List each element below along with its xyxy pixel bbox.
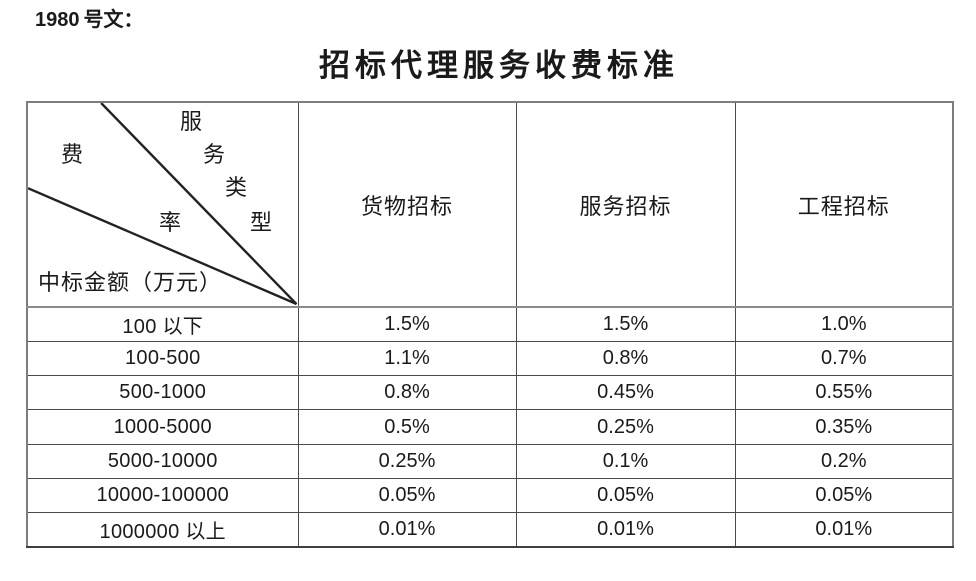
rate-cell-goods: 1.1% xyxy=(297,340,517,377)
rate-cell-engineering: 0.7% xyxy=(734,340,954,377)
corner-label-service-type-char: 类 xyxy=(225,175,248,200)
corner-label-rate-char: 率 xyxy=(159,210,182,235)
corner-label-service-type-char: 型 xyxy=(250,210,273,235)
rate-cell-goods: 0.5% xyxy=(297,409,517,445)
diagonal-lines xyxy=(28,103,297,305)
corner-label-rate-char: 费 xyxy=(61,142,84,167)
rate-cell-services: 0.8% xyxy=(515,340,736,377)
rate-cell-engineering: 0.01% xyxy=(734,512,954,548)
amount-range-cell: 1000000 以上 xyxy=(26,512,299,548)
rate-cell-services: 0.25% xyxy=(515,409,736,445)
rate-cell-goods: 0.25% xyxy=(297,443,517,479)
table-row: 5000-10000 0.25% 0.1% 0.2% xyxy=(26,443,954,479)
page-title: 招标代理服务收费标准 xyxy=(319,48,679,83)
doc-reference-number: 1980 xyxy=(35,9,80,31)
rate-cell-goods: 1.5% xyxy=(297,306,517,342)
diagonal-header-cell: 服 务 类 型 费 率 中标金额（万元） xyxy=(26,101,299,308)
rate-cell-engineering: 0.2% xyxy=(734,443,954,479)
table-row: 500-1000 0.8% 0.45% 0.55% xyxy=(26,375,954,411)
rate-cell-services: 0.45% xyxy=(515,375,736,411)
rate-cell-services: 1.5% xyxy=(515,306,736,342)
rate-cell-engineering: 0.05% xyxy=(734,477,954,514)
rate-cell-goods: 0.05% xyxy=(297,477,517,514)
doc-reference: 1980 号文： xyxy=(35,3,144,32)
rate-cell-services: 0.1% xyxy=(515,443,736,479)
rate-cell-engineering: 0.55% xyxy=(734,375,954,411)
amount-range-cell: 500-1000 xyxy=(26,375,299,411)
rate-cell-services: 0.05% xyxy=(515,477,736,514)
amount-range-cell: 10000-100000 xyxy=(26,477,299,514)
rate-cell-engineering: 0.35% xyxy=(734,409,954,445)
corner-label-service-type-char: 务 xyxy=(203,142,226,167)
table-row: 100 以下 1.5% 1.5% 1.0% xyxy=(26,306,954,342)
table-row: 10000-100000 0.05% 0.05% 0.05% xyxy=(26,477,954,514)
table-row: 100-500 1.1% 0.8% 0.7% xyxy=(26,340,954,377)
amount-range-cell: 100-500 xyxy=(26,340,299,377)
column-header-services: 服务招标 xyxy=(515,101,736,308)
amount-range-cell: 5000-10000 xyxy=(26,443,299,479)
corner-label-amount-axis: 中标金额（万元） xyxy=(38,270,223,295)
rate-cell-goods: 0.8% xyxy=(297,375,517,411)
rate-cell-services: 0.01% xyxy=(515,512,736,548)
doc-reference-suffix: 号文： xyxy=(83,9,144,31)
column-header-engineering: 工程招标 xyxy=(734,101,954,308)
table-row: 1000000 以上 0.01% 0.01% 0.01% xyxy=(26,512,954,548)
fee-table: 服 务 类 型 费 率 中标金额（万元） 货物招标 服务招标 工程招标 100 … xyxy=(26,101,954,549)
amount-range-cell: 100 以下 xyxy=(26,306,299,342)
rate-cell-engineering: 1.0% xyxy=(734,306,954,342)
table-row: 1000-5000 0.5% 0.25% 0.35% xyxy=(26,409,954,445)
amount-range-cell: 1000-5000 xyxy=(26,409,299,445)
header-row: 服 务 类 型 费 率 中标金额（万元） 货物招标 服务招标 工程招标 xyxy=(26,101,954,308)
corner-label-service-type-char: 服 xyxy=(180,109,203,134)
column-header-goods: 货物招标 xyxy=(297,101,517,308)
rate-cell-goods: 0.01% xyxy=(297,512,517,548)
